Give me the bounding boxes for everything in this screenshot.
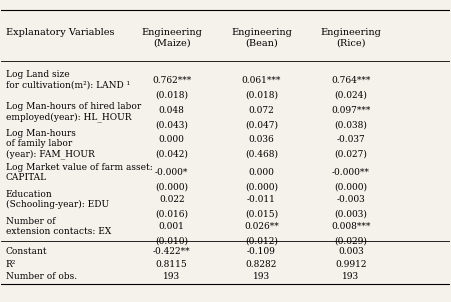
Text: -0.000**: -0.000** bbox=[332, 168, 370, 177]
Text: 0.8115: 0.8115 bbox=[156, 260, 188, 269]
Text: -0.037: -0.037 bbox=[336, 135, 365, 144]
Text: (0.000): (0.000) bbox=[335, 182, 368, 191]
Text: 0.061***: 0.061*** bbox=[242, 76, 281, 85]
Text: 0.036: 0.036 bbox=[249, 135, 274, 144]
Text: Constant: Constant bbox=[6, 247, 47, 256]
Text: (0.018): (0.018) bbox=[155, 90, 188, 99]
Text: Log Land size
for cultivation(m²): LAND ¹: Log Land size for cultivation(m²): LAND … bbox=[6, 70, 130, 90]
Text: (0.047): (0.047) bbox=[245, 121, 278, 130]
Text: (0.043): (0.043) bbox=[155, 121, 188, 130]
Text: 0.9912: 0.9912 bbox=[335, 260, 367, 269]
Text: Engineering
(Bean): Engineering (Bean) bbox=[231, 28, 292, 48]
Text: 0.762***: 0.762*** bbox=[152, 76, 191, 85]
Text: -0.422**: -0.422** bbox=[153, 247, 190, 256]
Text: Log Man-hours of hired labor
employed(year): HL_HOUR: Log Man-hours of hired labor employed(ye… bbox=[6, 102, 141, 122]
Text: -0.003: -0.003 bbox=[336, 195, 365, 204]
Text: Number of obs.: Number of obs. bbox=[6, 272, 77, 281]
Text: (0.024): (0.024) bbox=[335, 90, 368, 99]
Text: (0.018): (0.018) bbox=[245, 90, 278, 99]
Text: 0.048: 0.048 bbox=[159, 107, 184, 115]
Text: 0.000: 0.000 bbox=[249, 168, 274, 177]
Text: 0.097***: 0.097*** bbox=[331, 107, 371, 115]
Text: Engineering
(Rice): Engineering (Rice) bbox=[321, 28, 382, 48]
Text: 193: 193 bbox=[342, 272, 359, 281]
Text: Engineering
(Maize): Engineering (Maize) bbox=[141, 28, 202, 48]
Text: (0.010): (0.010) bbox=[155, 236, 188, 245]
Text: 0.8282: 0.8282 bbox=[246, 260, 277, 269]
Text: 0.000: 0.000 bbox=[159, 135, 184, 144]
Text: 0.026**: 0.026** bbox=[244, 222, 279, 231]
Text: (0.029): (0.029) bbox=[335, 236, 368, 245]
Text: 0.003: 0.003 bbox=[338, 247, 364, 256]
Text: Log Man-hours
of family labor
(year): FAM_HOUR: Log Man-hours of family labor (year): FA… bbox=[6, 129, 95, 159]
Text: (0.003): (0.003) bbox=[335, 209, 368, 218]
Text: 193: 193 bbox=[253, 272, 270, 281]
Text: -0.011: -0.011 bbox=[247, 195, 276, 204]
Text: R²: R² bbox=[6, 260, 16, 269]
Text: Number of
extension contacts: EX: Number of extension contacts: EX bbox=[6, 217, 111, 236]
Text: 0.008***: 0.008*** bbox=[331, 222, 371, 231]
Text: -0.109: -0.109 bbox=[247, 247, 276, 256]
Text: (0.012): (0.012) bbox=[245, 236, 278, 245]
Text: 0.022: 0.022 bbox=[159, 195, 184, 204]
Text: (0.042): (0.042) bbox=[155, 149, 188, 158]
Text: (0.016): (0.016) bbox=[155, 209, 188, 218]
Text: 0.001: 0.001 bbox=[159, 222, 184, 231]
Text: 0.764***: 0.764*** bbox=[331, 76, 371, 85]
Text: 193: 193 bbox=[163, 272, 180, 281]
Text: Log Market value of farm asset:
CAPITAL: Log Market value of farm asset: CAPITAL bbox=[6, 163, 152, 182]
Text: (0.015): (0.015) bbox=[245, 209, 278, 218]
Text: (0.027): (0.027) bbox=[335, 149, 368, 158]
Text: 0.072: 0.072 bbox=[249, 107, 274, 115]
Text: Education
(Schooling-year): EDU: Education (Schooling-year): EDU bbox=[6, 190, 109, 210]
Text: (0.468): (0.468) bbox=[245, 149, 278, 158]
Text: (0.038): (0.038) bbox=[335, 121, 368, 130]
Text: Explanatory Variables: Explanatory Variables bbox=[6, 28, 115, 37]
Text: (0.000): (0.000) bbox=[245, 182, 278, 191]
Text: -0.000*: -0.000* bbox=[155, 168, 189, 177]
Text: (0.000): (0.000) bbox=[155, 182, 188, 191]
